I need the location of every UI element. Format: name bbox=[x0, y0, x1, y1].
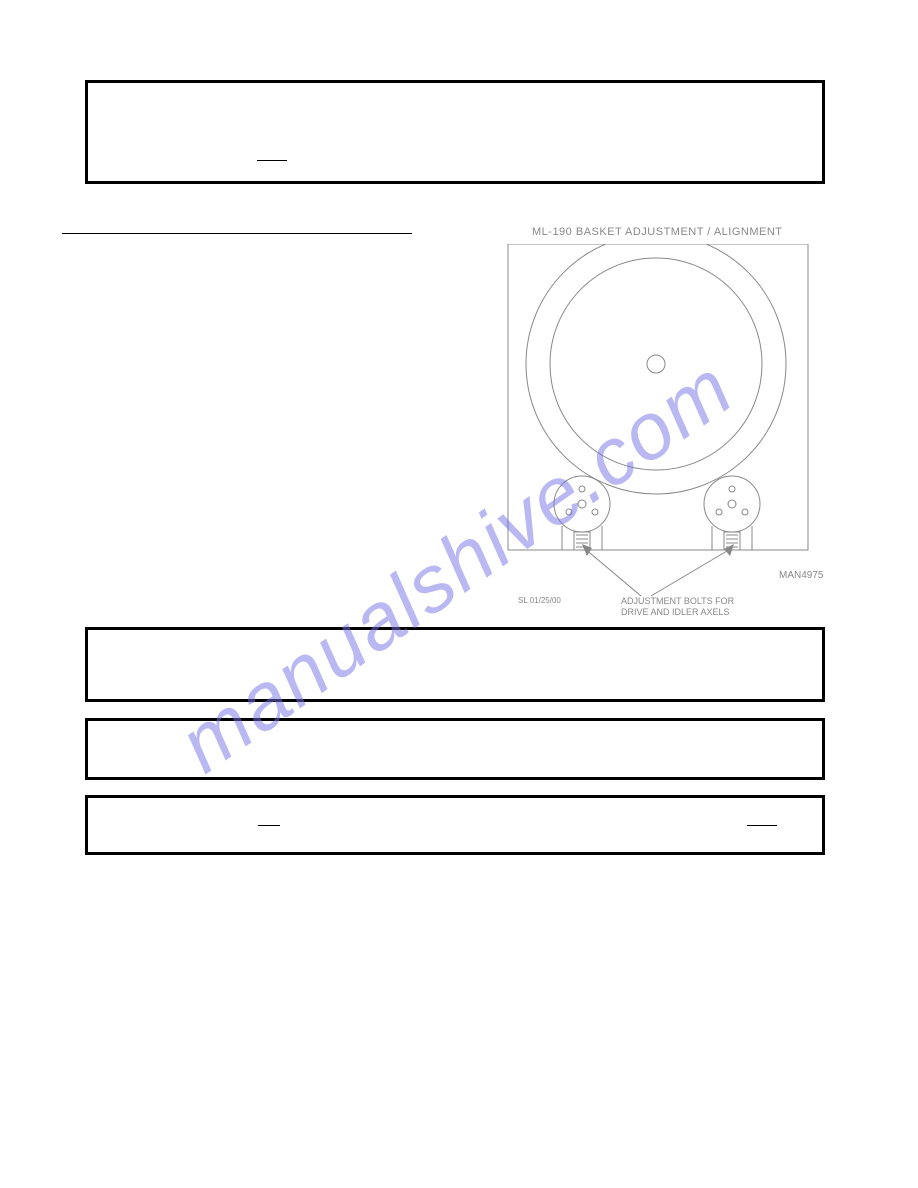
diagram-date: SL 01/25/00 bbox=[518, 596, 561, 605]
underline-box1 bbox=[257, 160, 287, 161]
diagram-container: SL 01/25/00 ADJUSTMENT BOLTS FOR DRIVE A… bbox=[496, 244, 840, 606]
underline-box4-left bbox=[258, 825, 280, 826]
section-heading-underline bbox=[62, 233, 412, 234]
diagram-svg bbox=[496, 244, 840, 606]
diagram-title: ML-190 BASKET ADJUSTMENT / ALIGNMENT bbox=[532, 226, 783, 238]
diagram-ref: MAN4975 bbox=[779, 570, 823, 581]
warning-box-2 bbox=[85, 627, 825, 702]
underline-box4-right bbox=[747, 825, 777, 826]
diagram-adjustment-label: ADJUSTMENT BOLTS FOR DRIVE AND IDLER AXE… bbox=[621, 596, 734, 618]
warning-box-1 bbox=[85, 80, 825, 184]
warning-box-3 bbox=[85, 718, 825, 780]
warning-box-4 bbox=[85, 795, 825, 855]
